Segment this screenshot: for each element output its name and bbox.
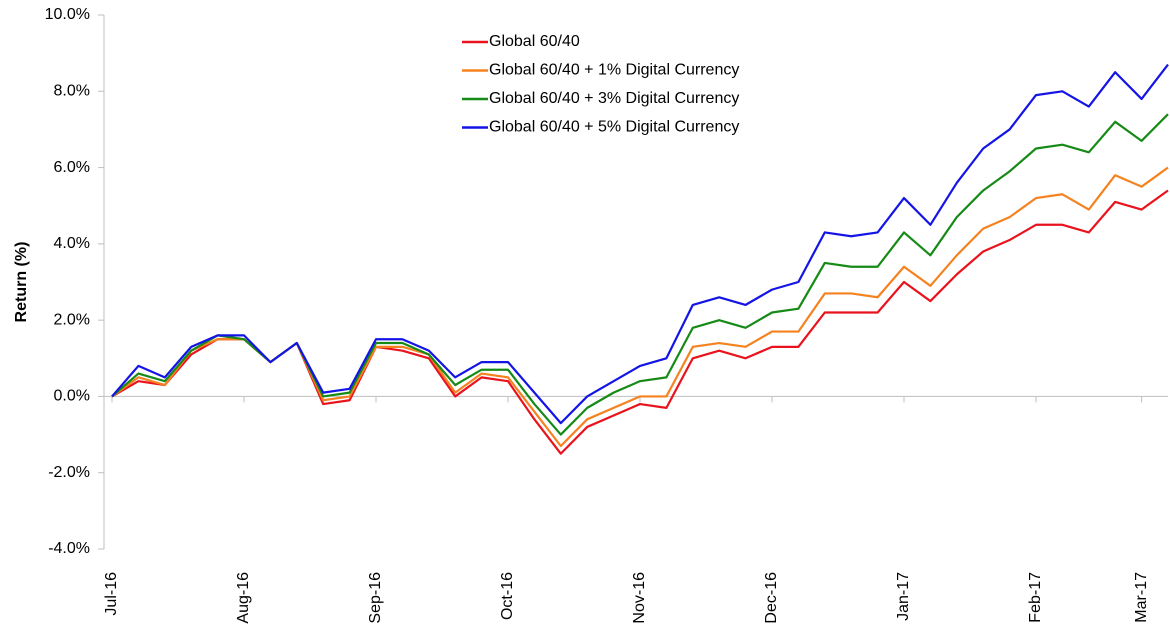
series-line [111,63,1169,425]
y-tick-label: 6.0% [54,159,90,176]
y-tick-label: 0.0% [54,388,90,405]
y-tick-label: 4.0% [54,235,90,252]
y-tick-label: 8.0% [54,83,90,100]
x-tick-label: Dec-16 [763,572,780,624]
x-tick-label: Aug-16 [235,572,252,624]
x-tick-label: Sep-16 [367,572,384,624]
y-tick-label: -2.0% [48,464,90,481]
x-tick-label: Oct-16 [499,572,516,620]
x-tick-label: Nov-16 [631,572,648,624]
y-tick-label: 2.0% [54,311,90,328]
x-tick-label: Jul-16 [103,572,120,616]
y-axis-label: Return (%) [13,242,30,323]
x-tick-label: Mar-17 [1133,572,1150,623]
x-tick-label: Jan-17 [895,572,912,621]
legend-label: Global 60/40 + 5% Digital Currency [489,119,739,136]
y-tick-label: 10.0% [45,6,90,23]
series-line [111,189,1169,455]
legend-label: Global 60/40 [489,33,580,50]
y-tick-label: -4.0% [48,540,90,557]
x-tick-label: Feb-17 [1027,572,1044,623]
legend-label: Global 60/40 + 1% Digital Currency [489,62,739,79]
legend-label: Global 60/40 + 3% Digital Currency [489,90,739,107]
series-line [111,113,1169,436]
